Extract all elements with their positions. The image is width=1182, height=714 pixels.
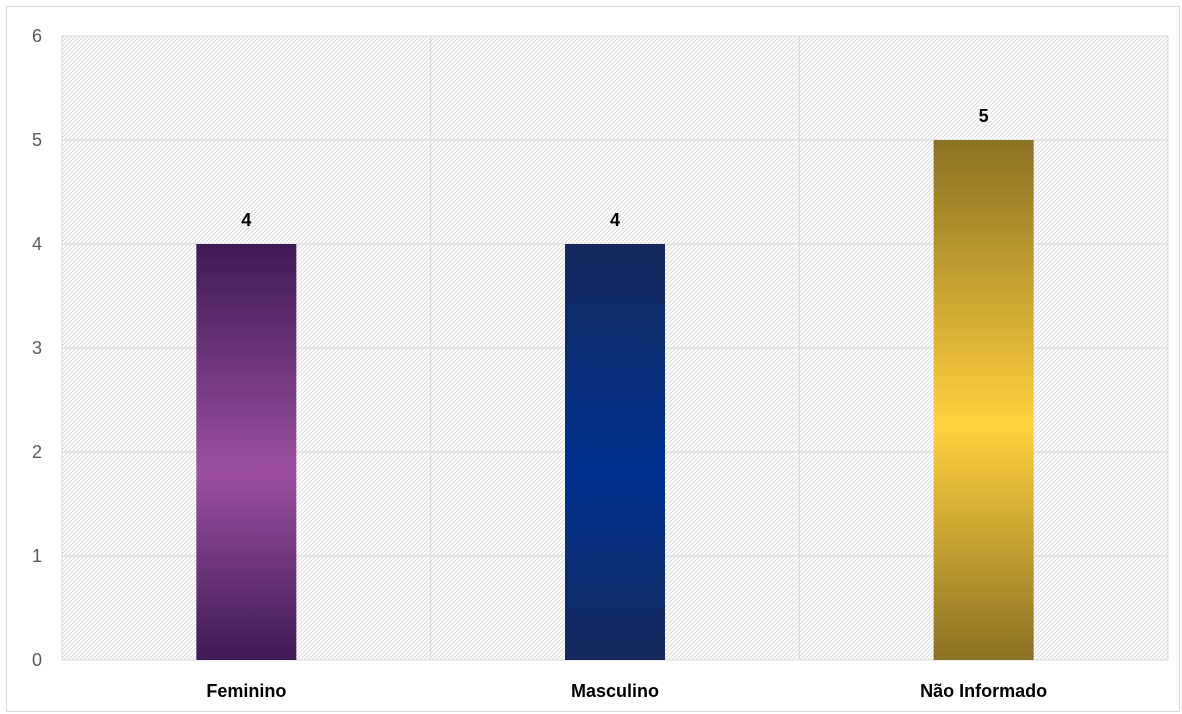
- y-tick-label: 5: [32, 130, 42, 150]
- x-category-label: Feminino: [206, 681, 286, 701]
- bar-masculino: [565, 244, 665, 660]
- data-label: 4: [241, 210, 251, 230]
- x-category-label: Não Informado: [920, 681, 1047, 701]
- x-category-label: Masculino: [571, 681, 659, 701]
- data-label: 4: [610, 210, 620, 230]
- data-label: 5: [979, 106, 989, 126]
- bar-feminino: [196, 244, 297, 660]
- y-tick-label: 2: [32, 442, 42, 462]
- y-tick-label: 6: [32, 26, 42, 46]
- bars: [196, 140, 1034, 660]
- y-tick-label: 1: [32, 546, 42, 566]
- y-tick-label: 3: [32, 338, 42, 358]
- y-tick-label: 0: [32, 650, 42, 670]
- bar-n-o-informado: [933, 140, 1034, 660]
- y-tick-label: 4: [32, 234, 42, 254]
- labels: 0 1 2 3 4 5 6 4 Feminino 4 Masculino 5 Não Informado: [32, 26, 1047, 701]
